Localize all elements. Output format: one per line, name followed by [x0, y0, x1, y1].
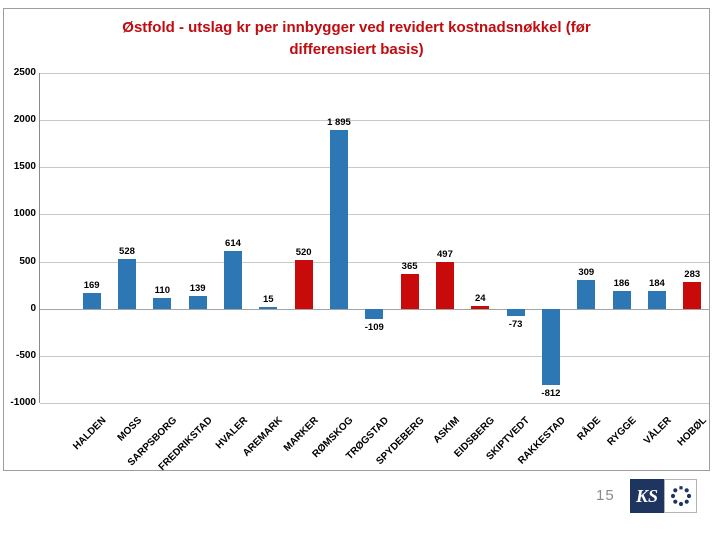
bar-value-label: 24 — [474, 293, 486, 305]
bar-rømskog — [329, 130, 348, 309]
category-label: RYGGE — [605, 415, 639, 449]
bar-value-label: 184 — [648, 278, 665, 290]
bar-slot: 110 SARPSBORG — [126, 73, 180, 473]
bar-hobøl — [683, 282, 702, 309]
category-label: HOBØL — [675, 415, 710, 449]
bars-row: 169 HALDEN 528 MOSS 110 SARPSBORG 139 FREDRIKST… — [71, 73, 710, 473]
chart-title-line-1: Østfold - utslag kr per innbygger ved re… — [122, 19, 591, 36]
bar-value-label: 139 — [189, 282, 206, 294]
gridline — [40, 355, 709, 357]
bar-askim — [435, 261, 454, 309]
bar-value-label: 110 — [154, 285, 170, 297]
bar-slot: 365 SPYDEBERG — [374, 73, 427, 473]
bar-skiptvedt — [506, 308, 525, 316]
ks-emblem-icon — [670, 486, 691, 507]
gridline — [40, 167, 709, 169]
bar-trøgstad — [365, 308, 384, 319]
bar-value-label: 1 895 — [327, 117, 351, 129]
category-label: MOSS — [115, 415, 144, 444]
bar-value-label: 528 — [119, 245, 135, 257]
bar-råde — [577, 279, 596, 309]
bar-slot: 184 VÅLER — [639, 73, 674, 473]
bar-slot: 139 FREDRIKSTAD — [156, 73, 215, 473]
bar-spydeberg — [400, 274, 419, 309]
bar-slot: 614 HVALER — [213, 73, 250, 473]
bar-våler — [647, 291, 666, 309]
page-number: 15 — [596, 487, 615, 504]
bar-value-label: 186 — [613, 278, 630, 290]
ks-logo-text: KS — [630, 479, 664, 513]
y-tick-label: 1500 — [13, 161, 36, 173]
bar-marker — [294, 259, 313, 309]
ks-logo: KS — [630, 479, 697, 513]
bar-slot: 528 MOSS — [109, 73, 144, 473]
bar-slot: 309 RÅDE — [569, 73, 604, 473]
bar-value-label: -109 — [364, 321, 384, 333]
bar-rygge — [612, 291, 631, 309]
category-label: ASKIM — [431, 415, 462, 446]
bar-slot: -73 SKIPTVEDT — [485, 73, 533, 473]
bar-slot: 169 HALDEN — [71, 73, 109, 473]
bar-slot: 15 AREMARK — [241, 73, 286, 473]
bar-value-label: 15 — [263, 294, 274, 306]
bar-value-label: 614 — [225, 237, 241, 249]
gridline — [40, 120, 709, 122]
bar-value-label: 283 — [684, 269, 701, 281]
bar-eidsberg — [471, 306, 490, 309]
bar-slot: 24 EIDSBERG — [452, 73, 498, 473]
bar-rakkestad — [541, 308, 560, 386]
gridline — [40, 214, 709, 216]
gridline — [40, 403, 709, 404]
y-axis: 2500 2000 1500 1000 500 0 -500 -1000 — [4, 67, 36, 413]
bar-slot: 283 HOBØL — [675, 73, 710, 473]
bar-value-label: 520 — [295, 246, 312, 258]
chart: Østfold - utslag kr per innbygger ved re… — [3, 8, 710, 473]
bar-slot: 497 ASKIM — [427, 73, 462, 473]
chart-title-line-2: differensiert basis) — [289, 40, 424, 58]
bar-value-label: -73 — [508, 318, 523, 330]
y-tick-label: 1000 — [13, 208, 36, 220]
chart-title: Østfold - utslag kr per innbygger ved re… — [74, 17, 639, 61]
bar-aremark — [259, 307, 278, 309]
y-tick-label: 0 — [30, 302, 36, 314]
ks-logo-emblem — [664, 479, 697, 513]
bar-slot: -109 TRØGSTAD — [344, 73, 392, 473]
y-tick-label: 500 — [19, 255, 36, 267]
bar-value-label: 169 — [83, 279, 100, 291]
bar-sarpsborg — [153, 298, 172, 309]
bar-value-label: -812 — [541, 388, 561, 400]
y-tick-label: -1000 — [10, 397, 36, 408]
gridline — [40, 73, 709, 74]
category-label: RÅDE — [575, 415, 604, 443]
bar-slot: -812 RAKKESTAD — [516, 73, 568, 473]
category-label: HALDEN — [71, 415, 109, 453]
bar-value-label: 309 — [578, 266, 595, 278]
gridline — [40, 261, 709, 263]
bar-fredrikstad — [188, 295, 207, 309]
y-tick-label: 2000 — [13, 114, 36, 126]
bar-value-label: 497 — [437, 248, 453, 260]
bar-halden — [82, 292, 101, 309]
bar-moss — [117, 258, 136, 309]
bar-slot: 1 895 RØMSKOG — [311, 73, 356, 473]
bar-value-label: 365 — [401, 261, 418, 273]
bar-slot: 520 MARKER — [282, 73, 321, 473]
y-tick-label: 2500 — [13, 67, 36, 78]
bar-hvaler — [223, 250, 242, 309]
category-label: VÅLER — [641, 415, 674, 447]
bar-slot: 186 RYGGE — [604, 73, 639, 473]
y-tick-label: -500 — [15, 349, 36, 361]
